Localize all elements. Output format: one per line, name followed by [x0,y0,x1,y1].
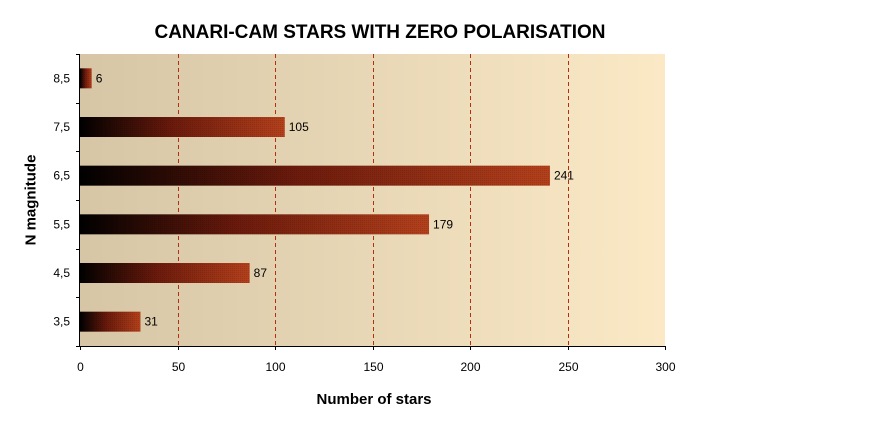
bar-texture [80,117,285,137]
data-labels: 31 87 179 241 105 6 [96,71,575,328]
data-label: 31 [144,315,158,329]
x-tick-label: 50 [172,360,186,374]
x-tick-label: 250 [558,360,578,374]
x-tick-label: 150 [363,360,383,374]
bars [80,68,550,332]
x-tick-label: 0 [77,360,84,374]
x-tick-label: 100 [265,360,285,374]
x-axis-ticks: 0 50 100 150 200 250 300 [77,346,676,374]
x-tick-label: 300 [655,360,675,374]
data-label: 179 [433,217,453,231]
bar-texture [80,311,141,332]
y-tick-label: 5,5 [53,217,70,231]
x-tick-label: 200 [460,360,480,374]
bar-texture [80,214,430,235]
data-label: 241 [554,169,574,183]
data-label: 6 [96,71,103,85]
chart-title: CANARI-CAM STARS WITH ZERO POLARISATION [154,22,606,43]
y-tick-label: 7,5 [53,120,70,134]
y-tick-label: 8,5 [53,71,70,85]
bar-texture [80,165,550,186]
y-tick-label: 3,5 [53,315,70,329]
y-tick-label: 4,5 [53,266,70,280]
plot-area [80,54,665,346]
bar-texture [80,263,250,283]
data-label: 105 [289,120,309,134]
y-tick-label: 6,5 [53,169,70,183]
bar-texture [80,68,92,89]
y-axis-ticks: 3,5 4,5 5,5 6,5 7,5 8,5 [53,54,80,347]
y-axis-title: N magnitude [22,154,40,246]
data-label: 87 [254,266,268,280]
x-axis-title: Number of stars [316,391,432,408]
